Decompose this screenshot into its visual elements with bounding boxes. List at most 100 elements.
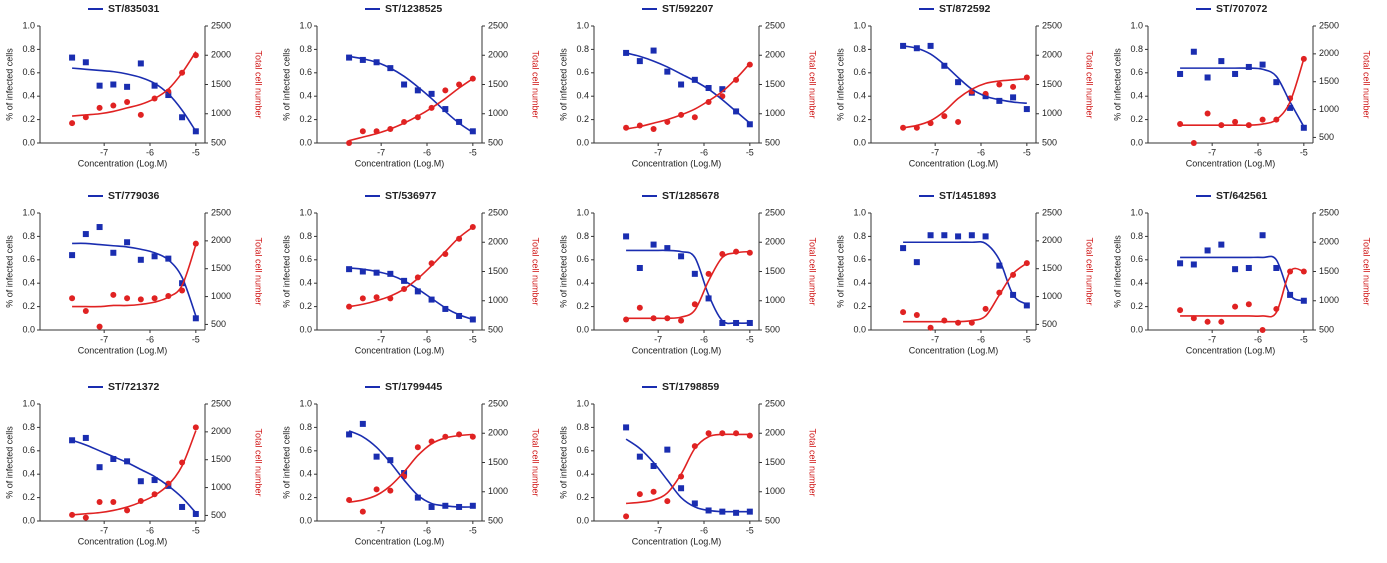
data-point	[1218, 241, 1225, 248]
data-point	[1190, 261, 1197, 268]
data-point	[1177, 260, 1184, 267]
data-point	[69, 295, 76, 302]
y2-tick-label: 2500	[1319, 207, 1339, 217]
y2-tick-label: 2000	[211, 50, 231, 60]
x-tick-label: -6	[423, 334, 431, 344]
y2-tick-label: 2000	[211, 235, 231, 245]
y2-tick-label: 1500	[765, 457, 785, 467]
data-point	[110, 81, 117, 88]
data-point	[705, 430, 712, 437]
data-point	[469, 128, 476, 135]
x-tick-label: -6	[977, 147, 985, 157]
fit-curve	[72, 67, 197, 132]
y2-tick-label: 2500	[1042, 207, 1062, 217]
x-tick-label: -6	[700, 525, 708, 535]
fit-curve	[348, 433, 473, 504]
data-point	[442, 87, 449, 94]
x-tick-label: -5	[746, 525, 754, 535]
y-tick-label: 1.0	[576, 398, 589, 408]
data-point	[678, 253, 685, 260]
y2-tick-label: 500	[488, 515, 503, 525]
data-point	[623, 513, 630, 520]
data-point	[96, 104, 103, 111]
y2-tick-label: 2000	[765, 428, 785, 438]
data-point	[650, 241, 657, 248]
y-tick-label: 0.6	[853, 254, 866, 264]
x-tick-label: -5	[1300, 147, 1308, 157]
y2-tick-label: 2500	[765, 398, 785, 408]
y2-tick-label: 2000	[488, 50, 508, 60]
data-point	[705, 85, 712, 92]
data-point	[110, 102, 117, 109]
data-point	[359, 268, 366, 275]
data-point	[442, 106, 449, 113]
y2-tick-label: 1500	[211, 263, 231, 273]
data-point	[69, 54, 76, 61]
y2-tick-label: 1000	[211, 108, 231, 118]
data-point	[1190, 140, 1197, 146]
legend-label: ST/779036	[108, 190, 160, 202]
data-point	[664, 245, 671, 252]
y2-axis-label: Total cell number	[531, 237, 541, 305]
data-point	[359, 420, 366, 427]
legend-label: ST/1285678	[662, 190, 719, 202]
x-tick-label: -5	[1023, 147, 1031, 157]
x-tick-label: -5	[469, 525, 477, 535]
data-point	[165, 255, 172, 262]
data-point	[1245, 63, 1252, 70]
data-point	[1010, 83, 1017, 90]
x-tick-label: -7	[931, 334, 939, 344]
y-axis-label: % of infected cells	[558, 48, 568, 121]
data-point	[151, 82, 158, 89]
y-tick-label: 0.2	[1130, 114, 1143, 124]
data-point	[1232, 118, 1239, 125]
y2-tick-label: 2500	[1319, 20, 1339, 30]
data-point	[124, 99, 131, 106]
x-axis-label: Concentration (Log.M)	[632, 158, 722, 168]
x-axis-label: Concentration (Log.M)	[632, 536, 722, 546]
data-point	[650, 125, 657, 132]
y2-tick-label: 1000	[211, 291, 231, 301]
y-tick-label: 0.4	[853, 278, 866, 288]
y-tick-label: 0.0	[1130, 324, 1143, 334]
y-tick-label: 0.4	[576, 278, 589, 288]
y2-tick-label: 1500	[211, 454, 231, 464]
x-tick-label: -5	[192, 147, 200, 157]
y-tick-label: 0.0	[1130, 137, 1143, 147]
y-tick-label: 0.6	[576, 445, 589, 455]
x-tick-label: -7	[654, 525, 662, 535]
x-tick-label: -5	[1300, 334, 1308, 344]
data-point	[1218, 318, 1225, 325]
fit-curve	[626, 249, 750, 325]
y-tick-label: 1.0	[853, 20, 866, 30]
x-tick-label: -7	[654, 147, 662, 157]
y-tick-label: 0.2	[1130, 301, 1143, 311]
y-tick-label: 1.0	[299, 207, 312, 217]
data-point	[428, 296, 435, 303]
data-point	[469, 502, 476, 509]
data-point	[346, 54, 353, 61]
x-tick-label: -7	[931, 147, 939, 157]
data-point	[346, 266, 353, 273]
data-point	[428, 503, 435, 510]
y-tick-label: 0.8	[1130, 44, 1143, 54]
y-axis-label: % of infected cells	[4, 426, 14, 499]
data-point	[1232, 70, 1239, 77]
data-point	[456, 312, 463, 319]
data-point	[678, 317, 685, 324]
y-tick-label: 1.0	[22, 207, 35, 217]
data-point	[179, 114, 186, 121]
y-tick-label: 0.6	[299, 67, 312, 77]
y-tick-label: 0.6	[299, 445, 312, 455]
x-tick-label: -6	[146, 147, 154, 157]
data-point	[968, 232, 975, 239]
y2-tick-label: 2500	[1042, 20, 1062, 30]
fit-curve	[626, 433, 750, 505]
x-tick-label: -7	[100, 525, 108, 535]
y-tick-label: 0.2	[22, 301, 35, 311]
data-point	[137, 111, 144, 118]
data-point	[636, 304, 643, 311]
data-point	[1259, 116, 1266, 123]
y-tick-label: 1.0	[22, 20, 35, 30]
fit-curve	[903, 262, 1028, 323]
